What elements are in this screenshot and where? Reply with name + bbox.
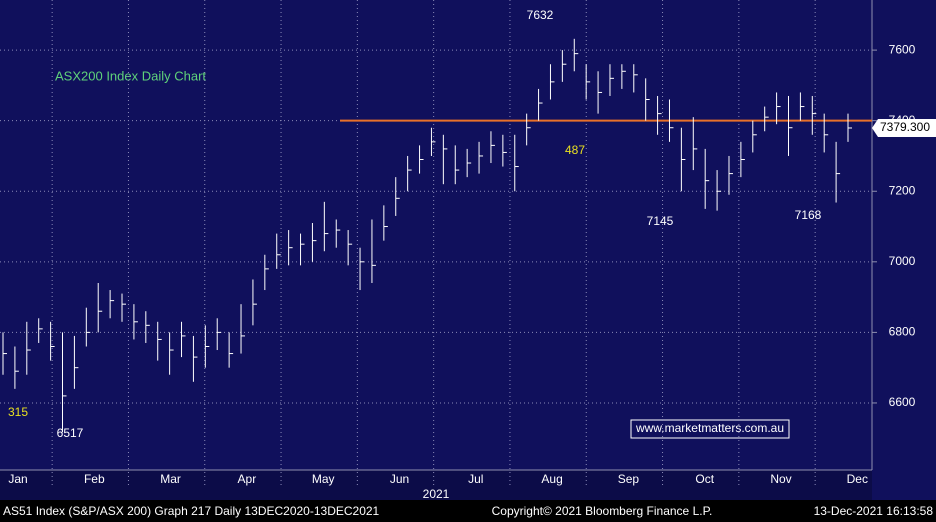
footer-bar bbox=[0, 500, 936, 522]
annotation: 487 bbox=[565, 143, 585, 157]
footer-center: Copyright© 2021 Bloomberg Finance L.P. bbox=[492, 504, 713, 518]
x-tick-label: Feb bbox=[84, 472, 105, 486]
y-tick-label: 6600 bbox=[889, 395, 916, 409]
footer-right: 13-Dec-2021 16:13:58 bbox=[814, 504, 934, 518]
x-tick-label: Jul bbox=[468, 472, 483, 486]
x-tick-label: Dec bbox=[847, 472, 868, 486]
price-tag bbox=[872, 118, 936, 137]
x-tick-label: May bbox=[312, 472, 335, 486]
x-tick-label: Nov bbox=[770, 472, 791, 486]
annotation: 7168 bbox=[795, 208, 822, 222]
x-tick-label: Apr bbox=[238, 472, 257, 486]
background bbox=[0, 0, 936, 500]
x-tick-label: Oct bbox=[695, 472, 714, 486]
price-tag-label: 7379.300 bbox=[880, 120, 930, 134]
y-tick-label: 7000 bbox=[889, 254, 916, 268]
x-tick-label: Jun bbox=[390, 472, 409, 486]
annotation: 7145 bbox=[647, 214, 674, 228]
x-tick-label: Mar bbox=[160, 472, 181, 486]
y-tick-label: 6800 bbox=[889, 325, 916, 339]
annotation: 315 bbox=[8, 405, 28, 419]
annotation: 7632 bbox=[527, 8, 554, 22]
x-tick-label: Sep bbox=[618, 472, 640, 486]
y-tick-label: 7200 bbox=[889, 183, 916, 197]
watermark-box bbox=[630, 419, 790, 439]
x-tick-label: Aug bbox=[541, 472, 562, 486]
y-tick-label: 7600 bbox=[889, 42, 916, 56]
x-axis-band bbox=[0, 470, 872, 500]
annotation: 6517 bbox=[57, 426, 84, 440]
footer-left: AS51 Index (S&P/ASX 200) Graph 217 Daily… bbox=[3, 504, 380, 518]
watermark: www.marketmatters.com.au bbox=[635, 421, 784, 435]
chart-title: ASX200 Index Daily Chart bbox=[55, 68, 206, 83]
x-tick-label: Jan bbox=[8, 472, 27, 486]
x-axis-label: 2021 bbox=[423, 487, 450, 501]
